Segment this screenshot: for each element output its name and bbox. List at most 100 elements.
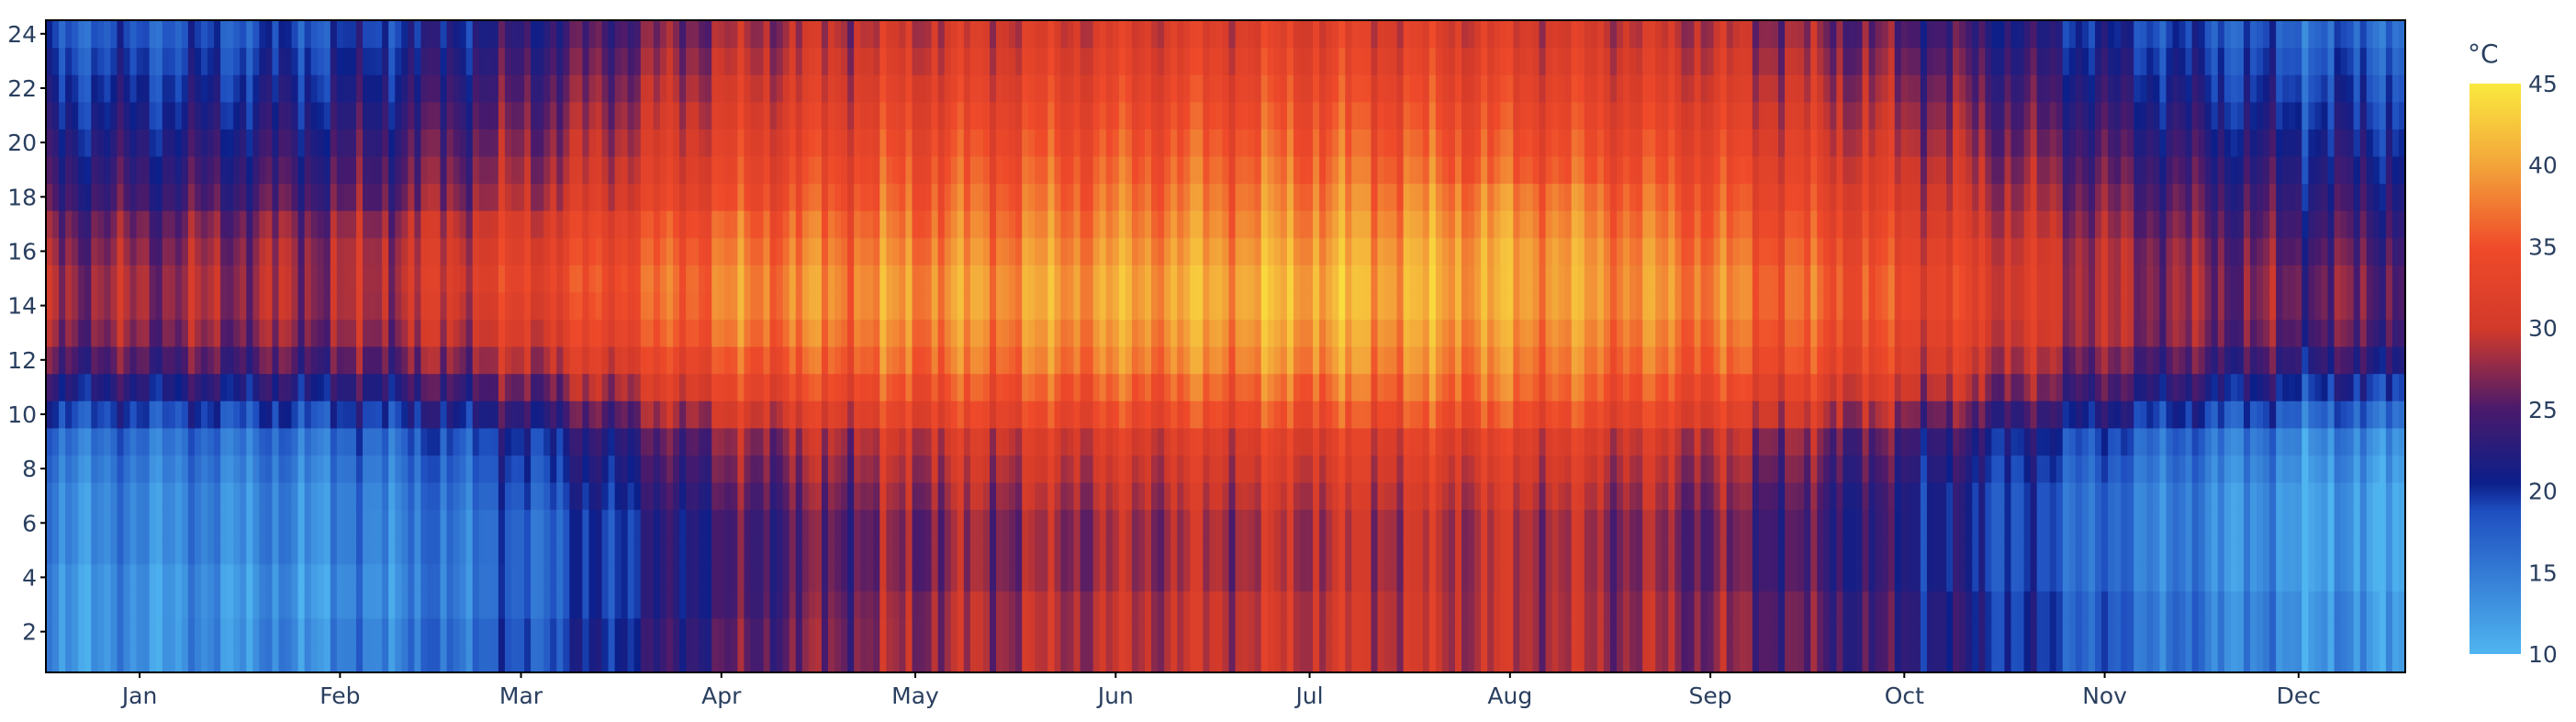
heatmap-cell — [1151, 47, 1159, 75]
heatmap-cell — [342, 265, 351, 293]
heatmap-cell — [1041, 47, 1048, 75]
heatmap-cell — [155, 74, 163, 103]
heatmap-cell — [214, 183, 221, 211]
heatmap-cell — [801, 74, 810, 103]
heatmap-cell — [543, 455, 551, 483]
heatmap-cell — [472, 591, 480, 619]
heatmap-cell — [1209, 591, 1217, 619]
heatmap-cell — [278, 183, 286, 211]
heatmap-cell — [834, 101, 842, 130]
heatmap-cell — [841, 74, 848, 103]
heatmap-cell — [52, 591, 60, 619]
heatmap-cell — [905, 536, 913, 565]
heatmap-cell — [679, 617, 687, 647]
heatmap-cell — [440, 373, 448, 401]
heatmap-cell — [1306, 427, 1314, 456]
heatmap-cell — [59, 400, 66, 429]
heatmap-cell — [200, 536, 208, 565]
heatmap-cell — [91, 183, 98, 211]
heatmap-cell — [1390, 617, 1398, 647]
heatmap-cell — [297, 346, 306, 375]
heatmap-cell — [531, 101, 538, 130]
heatmap-cell — [1164, 319, 1171, 347]
heatmap-cell — [349, 591, 357, 619]
heatmap-cell — [233, 427, 241, 456]
heatmap-cell — [827, 481, 835, 511]
heatmap-cell — [543, 210, 551, 239]
heatmap-cell — [892, 20, 901, 49]
heatmap-cell — [808, 237, 816, 265]
heatmap-cell — [756, 183, 765, 211]
heatmap-cell — [265, 455, 274, 483]
heatmap-cell — [814, 183, 823, 211]
heatmap-cell — [465, 563, 474, 592]
heatmap-cell — [1364, 74, 1372, 103]
heatmap-cell — [563, 74, 570, 103]
heatmap-cell — [854, 319, 861, 347]
heatmap-cell — [990, 265, 997, 293]
heatmap-cell — [1377, 427, 1385, 456]
heatmap-cell — [608, 265, 616, 293]
heatmap-cell — [310, 291, 319, 321]
heatmap-cell — [1326, 536, 1333, 565]
heatmap-cell — [336, 645, 344, 672]
heatmap-cell — [1067, 373, 1075, 401]
heatmap-cell — [672, 617, 680, 647]
heatmap-cell — [149, 265, 157, 293]
heatmap-cell — [867, 617, 874, 647]
heatmap-cell — [576, 265, 584, 293]
heatmap-cell — [1054, 536, 1062, 565]
heatmap-cell — [614, 400, 622, 429]
heatmap-cell — [504, 346, 512, 375]
heatmap-cell — [1099, 101, 1107, 130]
heatmap-cell — [1332, 237, 1339, 265]
heatmap-cell — [847, 183, 855, 211]
heatmap-cell — [912, 129, 920, 157]
heatmap-cell — [692, 645, 700, 672]
heatmap-cell — [996, 74, 1003, 103]
heatmap-cell — [1170, 20, 1178, 49]
heatmap-cell — [174, 346, 183, 375]
heatmap-cell — [1054, 617, 1062, 647]
heatmap-cell — [388, 617, 396, 647]
heatmap-cell — [459, 591, 467, 619]
heatmap-cell — [1158, 237, 1165, 265]
heatmap-cell — [990, 210, 997, 239]
heatmap-cell — [129, 509, 138, 537]
heatmap-cell — [323, 237, 331, 265]
heatmap-cell — [550, 74, 557, 103]
heatmap-cell — [278, 509, 286, 537]
heatmap-cell — [1151, 101, 1159, 130]
heatmap-cell — [1164, 210, 1171, 239]
heatmap-cell — [136, 563, 144, 592]
heatmap-cell — [1067, 591, 1075, 619]
heatmap-cell — [614, 101, 622, 130]
heatmap-cell — [149, 319, 157, 347]
heatmap-cell — [1112, 210, 1120, 239]
heatmap-cell — [355, 319, 364, 347]
heatmap-cell — [72, 20, 79, 49]
heatmap-cell — [252, 400, 260, 429]
heatmap-cell — [601, 481, 610, 511]
heatmap-cell — [1092, 427, 1101, 456]
heatmap-cell — [200, 563, 208, 592]
heatmap-cell — [789, 47, 797, 75]
heatmap-cell — [1267, 291, 1275, 321]
heatmap-cell — [1086, 427, 1094, 456]
heatmap-cell — [310, 101, 319, 130]
heatmap-cell — [1164, 536, 1171, 565]
heatmap-cell — [659, 563, 667, 592]
heatmap-cell — [181, 373, 189, 401]
heatmap-cell — [317, 373, 325, 401]
heatmap-cell — [931, 427, 939, 456]
heatmap-cell — [472, 509, 480, 537]
heatmap-cell — [601, 563, 610, 592]
heatmap-cell — [1041, 591, 1048, 619]
heatmap-cell — [588, 265, 597, 293]
heatmap-cell — [252, 563, 260, 592]
heatmap-cell — [724, 509, 732, 537]
heatmap-cell — [1060, 291, 1069, 321]
heatmap-cell — [1002, 74, 1010, 103]
heatmap-cell — [181, 455, 189, 483]
heatmap-cell — [1080, 427, 1088, 456]
